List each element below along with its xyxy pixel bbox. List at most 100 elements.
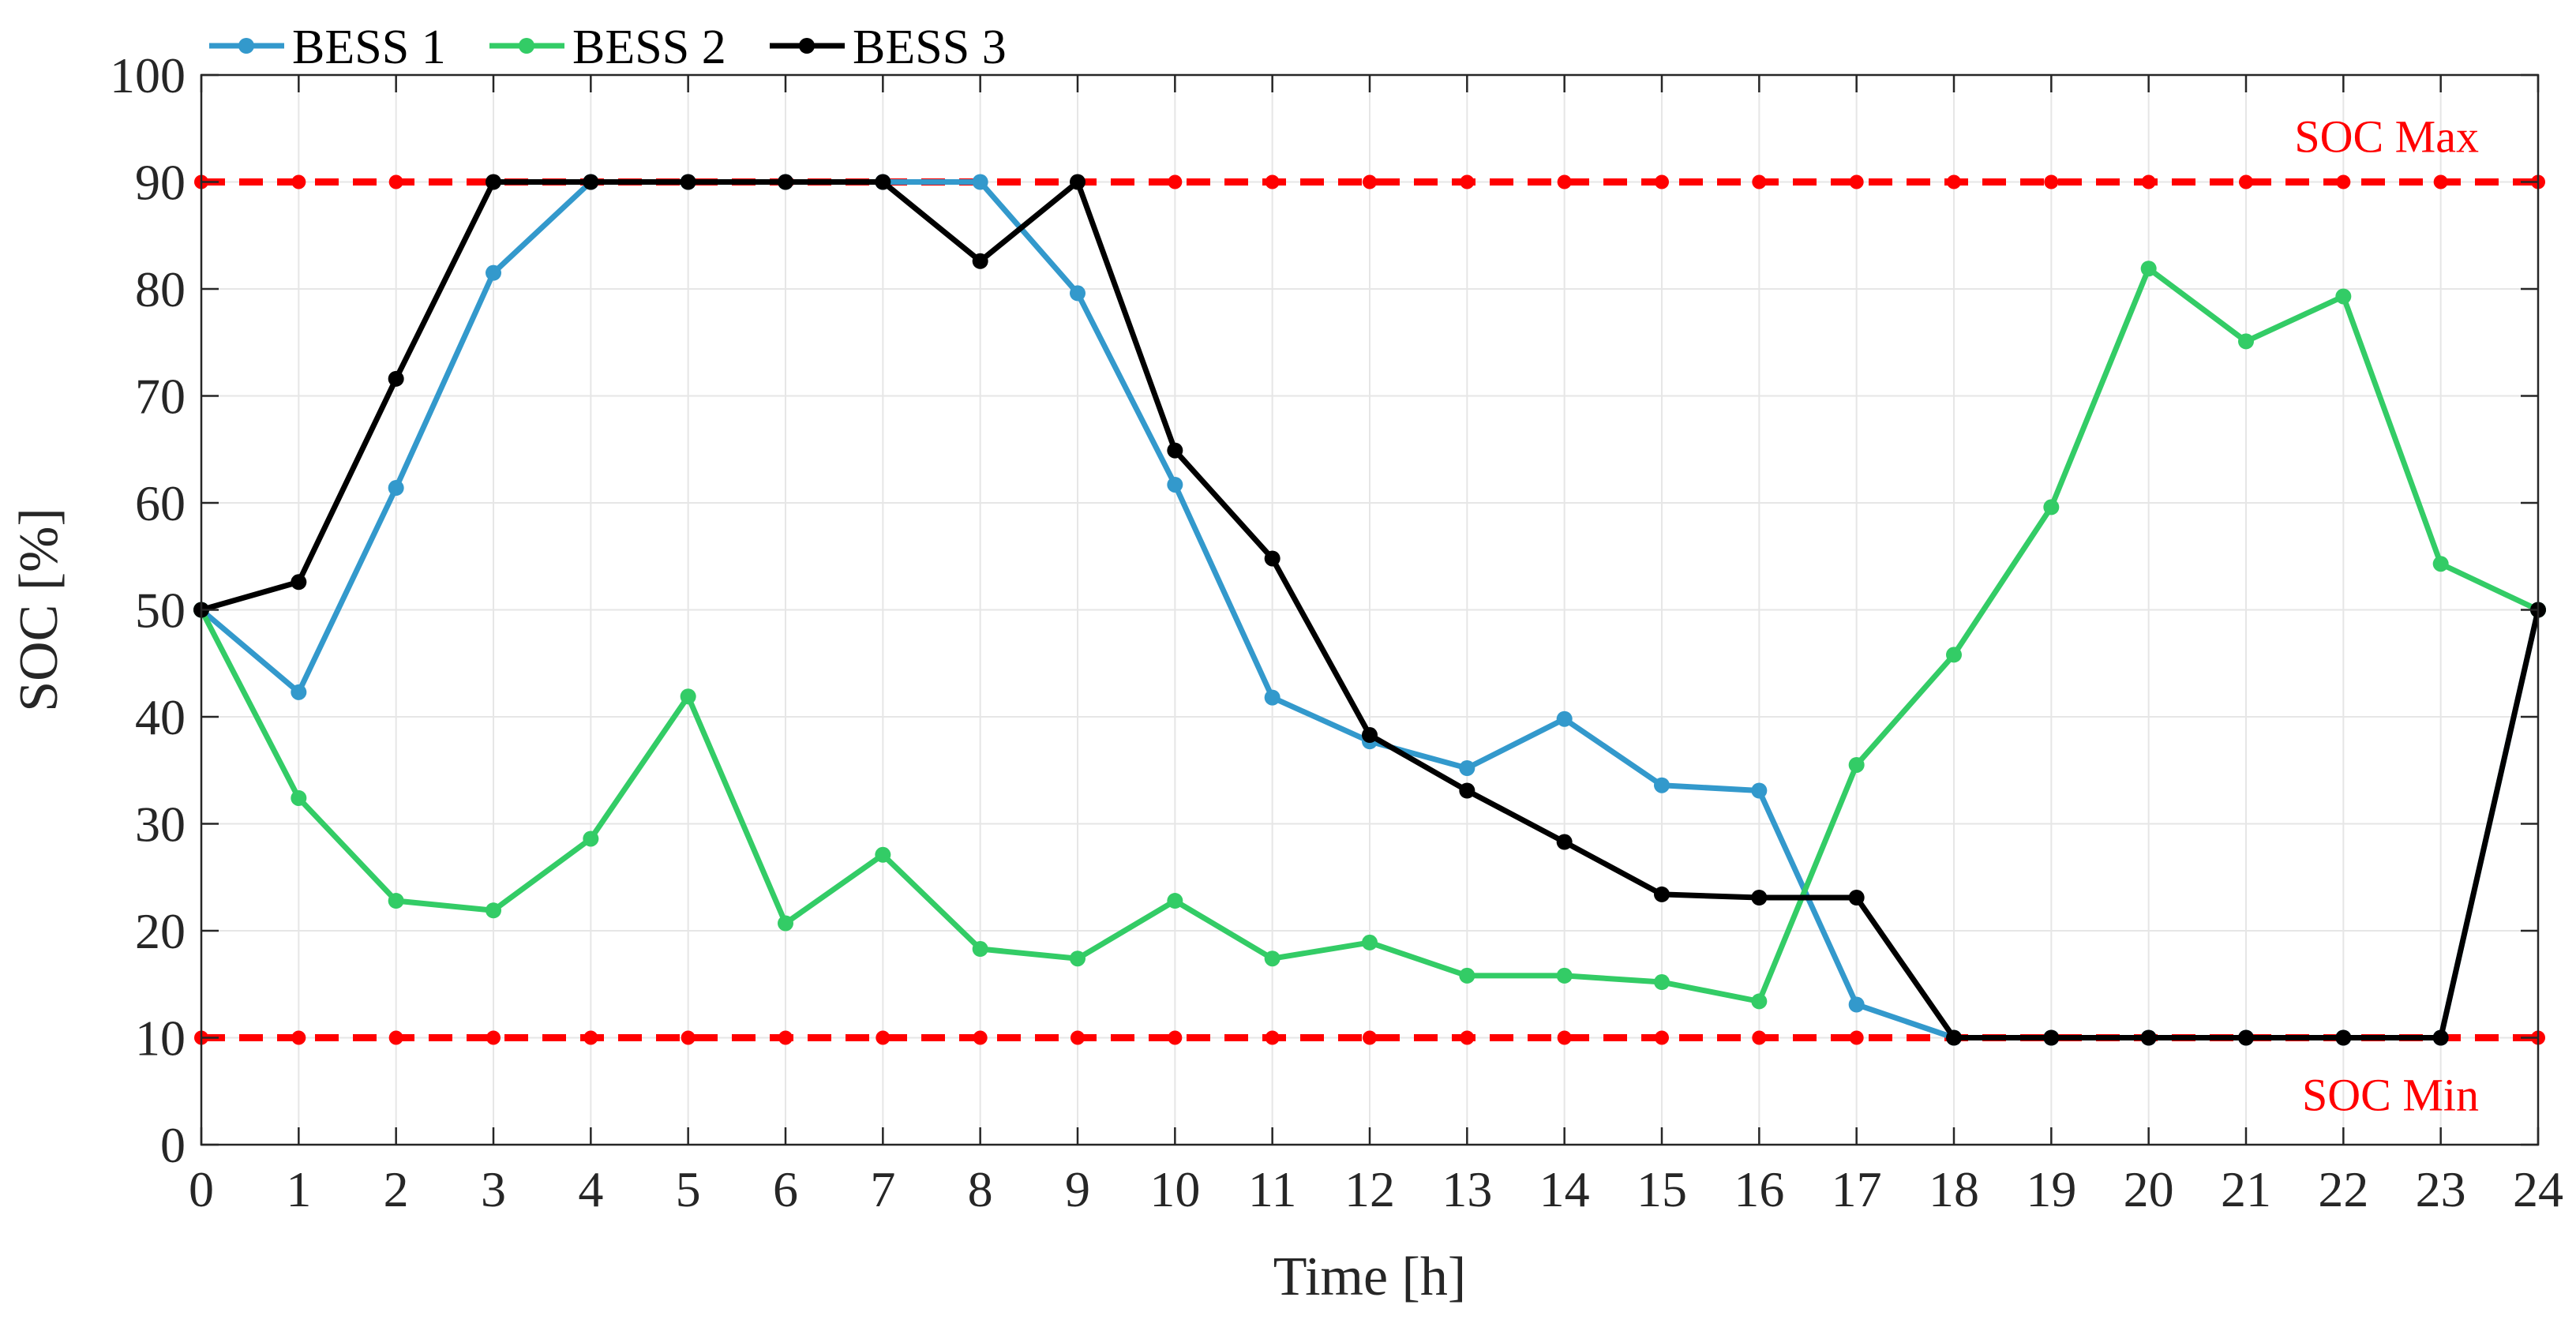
- ref-marker: [876, 1030, 891, 1045]
- ref-marker: [1168, 174, 1183, 189]
- ref-marker: [1752, 174, 1767, 189]
- x-tick-label: 1: [286, 1161, 311, 1217]
- series-point-bess-3: [1362, 727, 1378, 744]
- series-point-bess-3: [680, 174, 696, 190]
- x-axis-title: Time [h]: [1273, 1247, 1466, 1307]
- ref-marker: [1363, 174, 1377, 189]
- ref-marker: [2044, 174, 2059, 189]
- series-point-bess-1: [1751, 782, 1768, 799]
- ref-marker: [1460, 1030, 1475, 1045]
- legend-label: BESS 1: [292, 21, 446, 74]
- ref-marker: [1265, 1030, 1280, 1045]
- x-tick-label: 23: [2416, 1161, 2466, 1217]
- series-point-bess-3: [1070, 174, 1086, 190]
- x-tick-label: 22: [2318, 1161, 2368, 1217]
- x-tick-label: 0: [189, 1161, 214, 1217]
- x-tick-label: 9: [1065, 1161, 1090, 1217]
- x-tick-label: 20: [2124, 1161, 2174, 1217]
- series-point-bess-1: [1070, 285, 1086, 302]
- series-point-bess-3: [1848, 889, 1865, 905]
- x-tick-label: 10: [1149, 1161, 1200, 1217]
- ref-marker: [2336, 174, 2351, 189]
- series-point-bess-2: [1848, 756, 1865, 773]
- x-tick-label: 18: [1929, 1161, 1979, 1217]
- series-point-bess-3: [2238, 1029, 2254, 1046]
- ref-marker: [1655, 174, 1669, 189]
- ref-marker: [1752, 1030, 1767, 1045]
- axes-layer: [200, 73, 2540, 1146]
- ref-marker: [2433, 174, 2448, 189]
- series-point-bess-1: [1264, 689, 1281, 706]
- x-tick-label: 7: [870, 1161, 895, 1217]
- series-point-bess-2: [680, 688, 696, 705]
- series-point-bess-3: [1751, 889, 1768, 905]
- series-point-bess-2: [1654, 974, 1670, 991]
- x-tick-label: 15: [1637, 1161, 1687, 1217]
- ref-marker: [1265, 174, 1280, 189]
- series-point-bess-3: [2432, 1029, 2449, 1046]
- series-point-bess-3: [2140, 1029, 2157, 1046]
- ref-marker: [388, 174, 403, 189]
- series-point-bess-3: [778, 174, 793, 190]
- y-tick-label: 100: [110, 47, 186, 103]
- series-point-bess-3: [291, 574, 307, 591]
- series-layer: [193, 174, 2546, 1046]
- series-point-bess-2: [486, 902, 501, 919]
- ref-marker: [1849, 174, 1864, 189]
- legend-marker: [519, 38, 534, 54]
- series-point-bess-1: [388, 480, 404, 497]
- series-point-bess-2: [1946, 647, 1962, 663]
- ref-marker: [486, 1030, 501, 1045]
- ref-label-max: SOC Max: [2294, 111, 2479, 163]
- x-tick-label: 6: [773, 1161, 798, 1217]
- series-point-bess-2: [875, 846, 891, 863]
- series-point-bess-2: [2432, 556, 2449, 572]
- y-tick-label: 60: [135, 475, 186, 531]
- series-point-bess-2: [1751, 993, 1768, 1010]
- x-tick-label: 17: [1832, 1161, 1882, 1217]
- ref-marker: [1849, 1030, 1864, 1045]
- series-point-bess-2: [778, 915, 793, 932]
- y-tick-label: 0: [160, 1117, 186, 1173]
- series-point-bess-2: [1459, 967, 1475, 984]
- series-point-bess-2: [2043, 499, 2060, 516]
- series-point-bess-2: [972, 941, 988, 958]
- ref-marker: [973, 1030, 988, 1045]
- y-tick-label: 20: [135, 903, 186, 959]
- x-tick-label: 2: [384, 1161, 409, 1217]
- series-point-bess-3: [2043, 1029, 2060, 1046]
- y-tick-label: 50: [135, 583, 186, 639]
- series-point-bess-2: [291, 789, 307, 806]
- y-tick-label: 90: [135, 155, 186, 211]
- series-point-bess-1: [1556, 710, 1573, 727]
- series-point-bess-2: [1556, 967, 1573, 984]
- ref-marker: [1071, 1030, 1085, 1045]
- ref-marker: [1947, 174, 1961, 189]
- ref-marker: [2239, 174, 2253, 189]
- ref-marker: [778, 1030, 793, 1045]
- ref-marker: [1557, 1030, 1572, 1045]
- series-point-bess-3: [1459, 782, 1475, 799]
- series-point-bess-1: [1848, 996, 1865, 1013]
- y-tick-label: 40: [135, 689, 186, 745]
- legend-label: BESS 2: [572, 21, 726, 74]
- series-point-bess-3: [875, 174, 891, 190]
- series-point-bess-2: [388, 893, 404, 909]
- y-tick-label: 70: [135, 369, 186, 425]
- x-tick-label: 19: [2026, 1161, 2076, 1217]
- series-point-bess-2: [583, 830, 599, 847]
- series-point-bess-3: [388, 370, 404, 387]
- ref-marker: [291, 174, 306, 189]
- x-tick-label: 16: [1734, 1161, 1784, 1217]
- series-point-bess-2: [2238, 333, 2254, 350]
- x-tick-label: 5: [676, 1161, 701, 1217]
- series-point-bess-1: [1654, 777, 1670, 793]
- ref-marker: [2141, 174, 2156, 189]
- labels-layer: 0 1 2 3 4 5 6 7 8 9 10 11 12 13 14 15 16 17 18 19 20 21 22 23 24…: [9, 47, 2563, 1307]
- series-point-bess-1: [486, 264, 501, 281]
- ref-marker: [1460, 174, 1475, 189]
- series-point-bess-1: [1167, 476, 1183, 493]
- ref-marker: [583, 1030, 598, 1045]
